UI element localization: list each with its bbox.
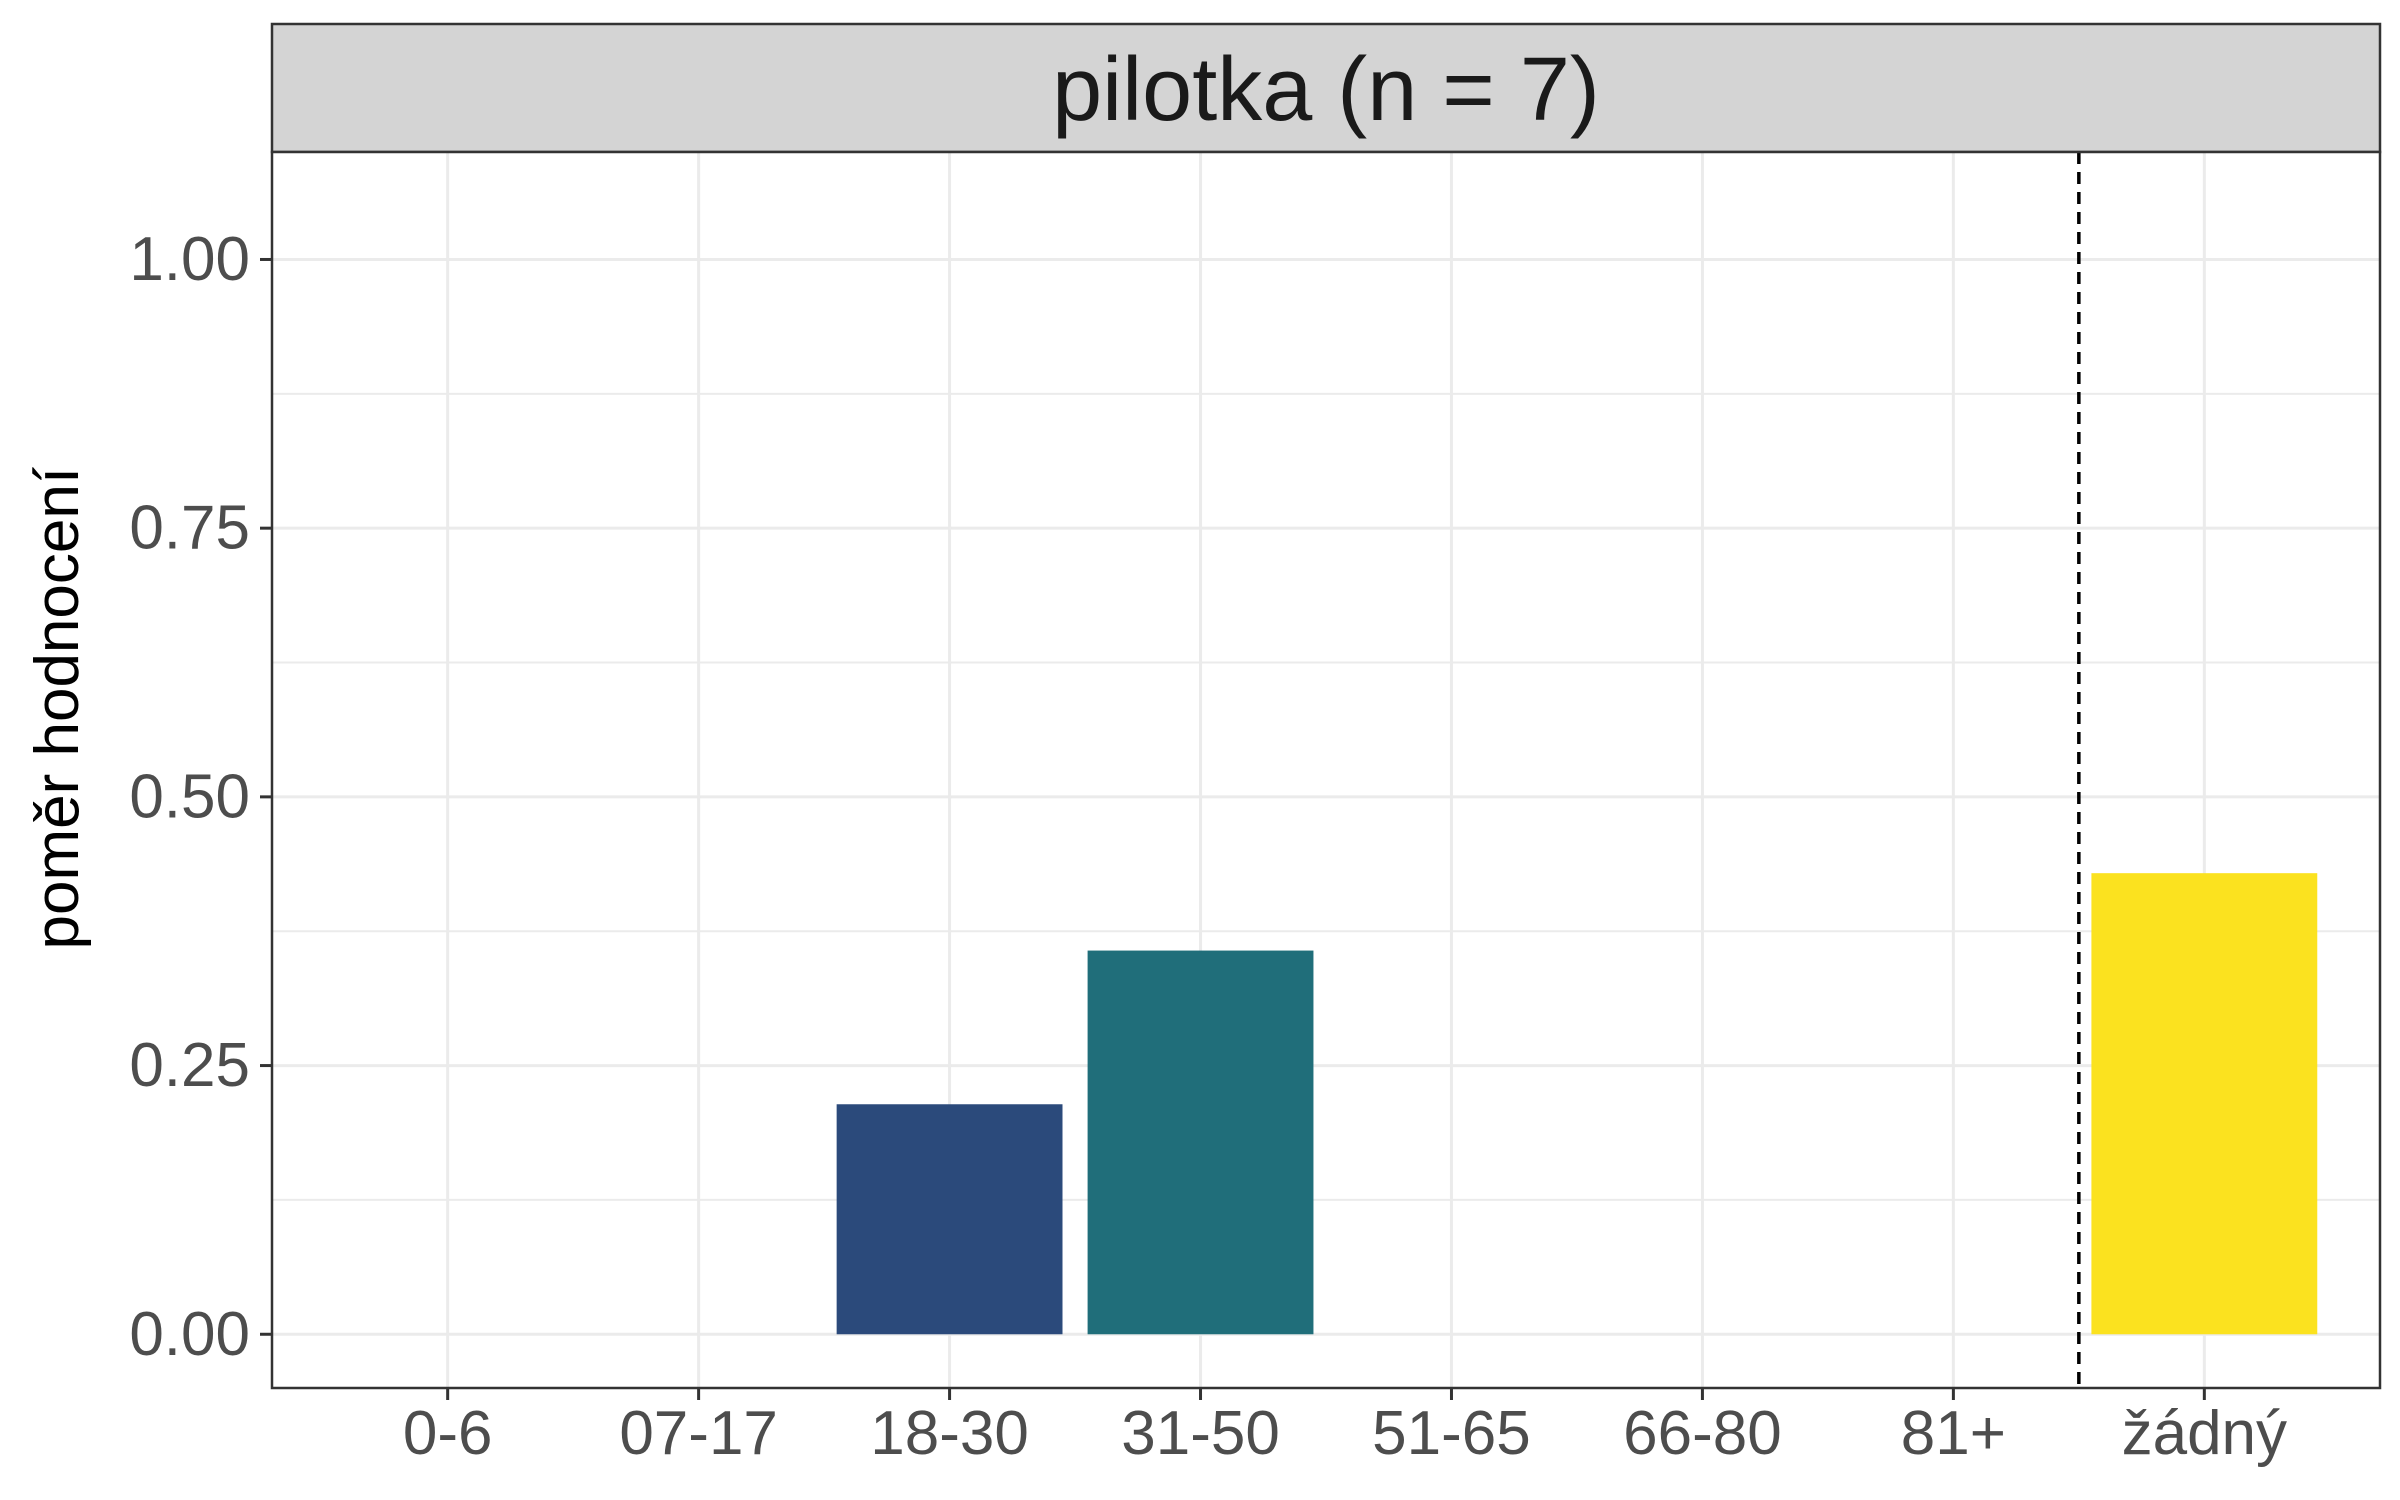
x-tick-label: 0-6 [403, 1399, 493, 1468]
bar-31-50 [1087, 950, 1314, 1335]
bar-18-30 [836, 1104, 1063, 1335]
x-tick-label: 18-30 [870, 1399, 1029, 1468]
grid-lines [272, 152, 2380, 1388]
bars [836, 873, 2318, 1335]
x-tick-label: 51-65 [1372, 1399, 1531, 1468]
y-tick-label: 0.00 [129, 1300, 250, 1369]
plot-panel [272, 152, 2380, 1388]
x-tick-label: žádný [2122, 1399, 2287, 1468]
y-tick-label: 0.25 [129, 1031, 250, 1100]
y-tick-label: 0.50 [129, 762, 250, 831]
y-axis: 0.00 0.25 0.50 0.75 1.00 [129, 225, 272, 1369]
y-tick-label: 1.00 [129, 225, 250, 294]
chart-title: pilotka (n = 7) [1052, 40, 1600, 140]
y-tick-label: 0.75 [129, 494, 250, 563]
x-tick-label: 81+ [1901, 1399, 2006, 1468]
x-tick-label: 31-50 [1121, 1399, 1280, 1468]
x-tick-label: 66-80 [1623, 1399, 1782, 1468]
x-axis: 0-6 07-17 18-30 31-50 51-65 66-80 81+ žádný [403, 1388, 2287, 1468]
x-tick-label: 07-17 [619, 1399, 778, 1468]
panel-border [270, 150, 2382, 1390]
y-axis-title: poměr hodnocení [23, 467, 92, 950]
facet-strip [270, 22, 2382, 154]
bar-žádný [2091, 873, 2318, 1335]
